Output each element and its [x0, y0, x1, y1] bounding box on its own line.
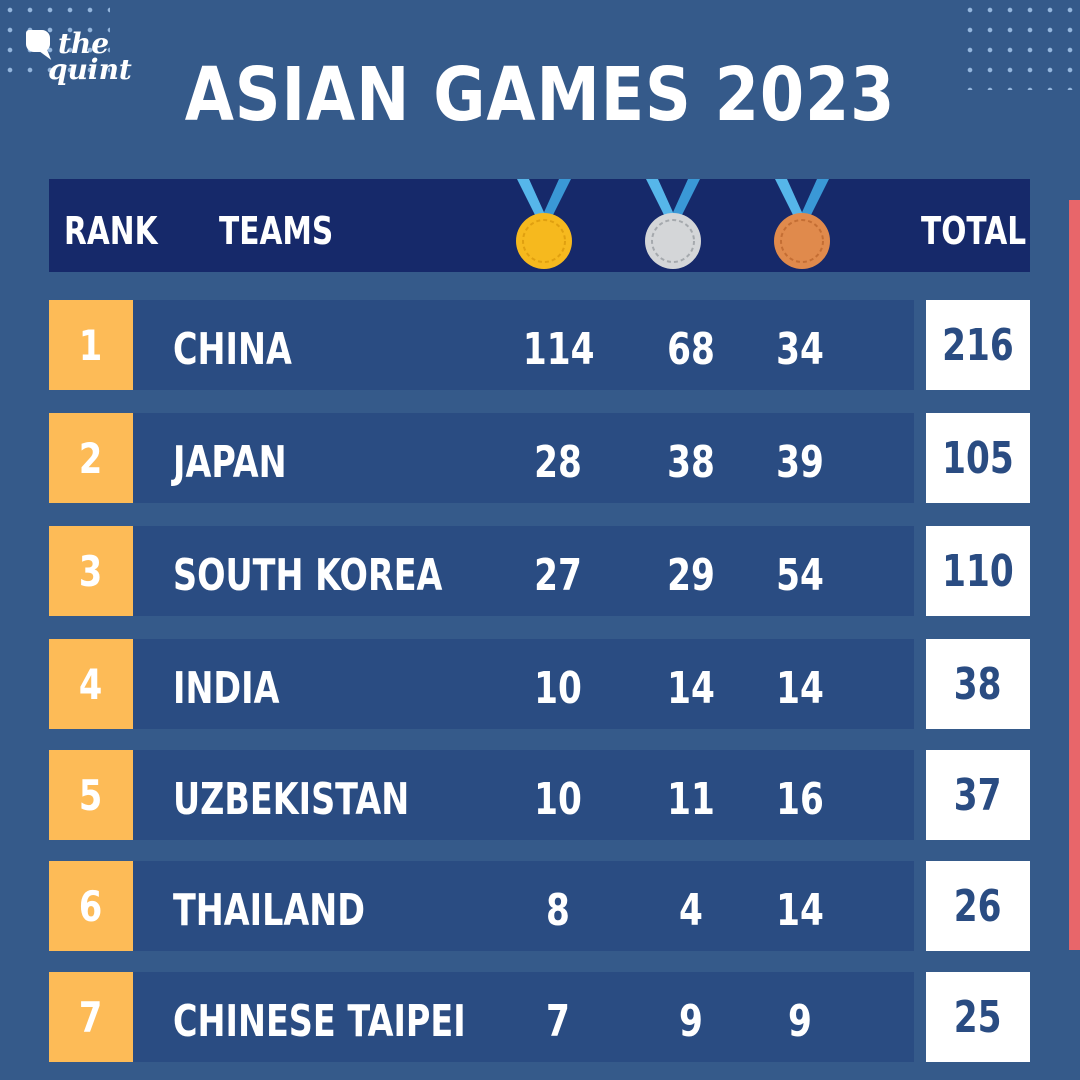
bronze-medal-icon	[774, 179, 830, 269]
accent-bar	[1069, 200, 1080, 950]
silver-count: 38	[667, 437, 715, 488]
header-total: TOTAL	[921, 209, 1027, 253]
silver-count: 68	[667, 324, 715, 375]
total-count: 37	[926, 750, 1030, 840]
team-name: THAILAND	[173, 885, 366, 936]
gold-count: 7	[546, 996, 570, 1047]
bronze-count: 54	[776, 550, 824, 601]
team-band	[133, 861, 914, 951]
logo-text-quint: quint	[48, 53, 132, 86]
team-name: JAPAN	[173, 437, 287, 488]
team-name: INDIA	[173, 663, 280, 714]
gold-count: 8	[546, 885, 570, 936]
gold-count: 27	[534, 550, 582, 601]
gold-count: 10	[534, 663, 582, 714]
table-row: 6 THAILAND 8 4 14 26	[49, 861, 1030, 951]
total-count: 110	[926, 526, 1030, 616]
team-band	[133, 972, 914, 1062]
total-count: 105	[926, 413, 1030, 503]
total-count: 25	[926, 972, 1030, 1062]
bronze-count: 14	[776, 885, 824, 936]
silver-medal-icon	[645, 179, 701, 269]
table-row: 2 JAPAN 28 38 39 105	[49, 413, 1030, 503]
speech-bubble-icon	[26, 30, 50, 52]
silver-count: 4	[679, 885, 703, 936]
bronze-count: 14	[776, 663, 824, 714]
team-band	[133, 300, 914, 390]
gold-medal-icon	[516, 179, 572, 269]
team-name: UZBEKISTAN	[173, 774, 410, 825]
team-band	[133, 526, 914, 616]
team-name: SOUTH KOREA	[173, 550, 443, 601]
header-teams: TEAMS	[219, 209, 334, 253]
page-title: ASIAN GAMES 2023	[184, 52, 896, 138]
rank-badge: 3	[49, 526, 133, 616]
rank-badge: 4	[49, 639, 133, 729]
team-band	[133, 750, 914, 840]
silver-count: 9	[679, 996, 703, 1047]
bronze-count: 16	[776, 774, 824, 825]
rank-badge: 5	[49, 750, 133, 840]
silver-count: 14	[667, 663, 715, 714]
the-quint-logo: the quint	[24, 22, 154, 102]
bronze-count: 9	[788, 996, 812, 1047]
table-row: 3 SOUTH KOREA 27 29 54 110	[49, 526, 1030, 616]
total-count: 216	[926, 300, 1030, 390]
table-row: 7 CHINESE TAIPEI 7 9 9 25	[49, 972, 1030, 1062]
gold-count: 114	[522, 324, 595, 375]
table-row: 5 UZBEKISTAN 10 11 16 37	[49, 750, 1030, 840]
table-row: 4 INDIA 10 14 14 38	[49, 639, 1030, 729]
silver-count: 11	[667, 774, 715, 825]
rank-badge: 1	[49, 300, 133, 390]
team-band	[133, 639, 914, 729]
total-count: 26	[926, 861, 1030, 951]
rank-badge: 7	[49, 972, 133, 1062]
rank-badge: 6	[49, 861, 133, 951]
bronze-count: 34	[776, 324, 824, 375]
header-rank: RANK	[64, 209, 158, 253]
gold-count: 10	[534, 774, 582, 825]
rank-badge: 2	[49, 413, 133, 503]
table-row: 1 CHINA 114 68 34 216	[49, 300, 1030, 390]
dot-pattern-left	[0, 0, 110, 80]
table-header: RANK TEAMS TOTAL	[49, 179, 1030, 272]
logo-text-the: the	[58, 27, 110, 60]
total-count: 38	[926, 639, 1030, 729]
silver-count: 29	[667, 550, 715, 601]
dot-pattern-right	[960, 0, 1080, 90]
bronze-count: 39	[776, 437, 824, 488]
team-name: CHINESE TAIPEI	[173, 996, 466, 1047]
team-name: CHINA	[173, 324, 292, 375]
gold-count: 28	[534, 437, 582, 488]
team-band	[133, 413, 914, 503]
